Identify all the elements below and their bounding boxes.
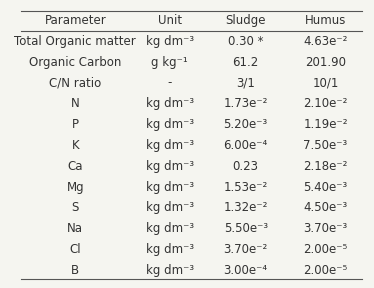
Text: 3.00e⁻⁴: 3.00e⁻⁴ bbox=[224, 264, 268, 277]
Text: K: K bbox=[71, 139, 79, 152]
Text: Cl: Cl bbox=[70, 243, 81, 256]
Text: 10/1: 10/1 bbox=[312, 76, 339, 89]
Text: Organic Carbon: Organic Carbon bbox=[29, 56, 122, 69]
Text: 3.70e⁻²: 3.70e⁻² bbox=[224, 243, 268, 256]
Text: Sludge: Sludge bbox=[226, 14, 266, 27]
Text: C/N ratio: C/N ratio bbox=[49, 76, 101, 89]
Text: 5.50e⁻³: 5.50e⁻³ bbox=[224, 222, 268, 235]
Text: kg dm⁻³: kg dm⁻³ bbox=[145, 222, 194, 235]
Text: kg dm⁻³: kg dm⁻³ bbox=[145, 35, 194, 48]
Text: 201.90: 201.90 bbox=[305, 56, 346, 69]
Text: 3/1: 3/1 bbox=[236, 76, 255, 89]
Text: kg dm⁻³: kg dm⁻³ bbox=[145, 243, 194, 256]
Text: -: - bbox=[168, 76, 172, 89]
Text: 6.00e⁻⁴: 6.00e⁻⁴ bbox=[224, 139, 268, 152]
Text: P: P bbox=[72, 118, 79, 131]
Text: 1.53e⁻²: 1.53e⁻² bbox=[224, 181, 268, 194]
Text: 5.20e⁻³: 5.20e⁻³ bbox=[224, 118, 268, 131]
Text: 3.70e⁻³: 3.70e⁻³ bbox=[303, 222, 347, 235]
Text: B: B bbox=[71, 264, 79, 277]
Text: Humus: Humus bbox=[305, 14, 346, 27]
Text: N: N bbox=[71, 97, 80, 110]
Text: 2.18e⁻²: 2.18e⁻² bbox=[303, 160, 348, 173]
Text: 5.40e⁻³: 5.40e⁻³ bbox=[303, 181, 347, 194]
Text: 1.19e⁻²: 1.19e⁻² bbox=[303, 118, 348, 131]
Text: 0.30 *: 0.30 * bbox=[228, 35, 263, 48]
Text: S: S bbox=[72, 201, 79, 215]
Text: 2.00e⁻⁵: 2.00e⁻⁵ bbox=[303, 243, 347, 256]
Text: Parameter: Parameter bbox=[45, 14, 106, 27]
Text: 7.50e⁻³: 7.50e⁻³ bbox=[303, 139, 347, 152]
Text: 0.23: 0.23 bbox=[233, 160, 259, 173]
Text: kg dm⁻³: kg dm⁻³ bbox=[145, 160, 194, 173]
Text: kg dm⁻³: kg dm⁻³ bbox=[145, 97, 194, 110]
Text: 61.2: 61.2 bbox=[233, 56, 259, 69]
Text: Na: Na bbox=[67, 222, 83, 235]
Text: kg dm⁻³: kg dm⁻³ bbox=[145, 201, 194, 215]
Text: 1.73e⁻²: 1.73e⁻² bbox=[224, 97, 268, 110]
Text: 4.63e⁻²: 4.63e⁻² bbox=[303, 35, 348, 48]
Text: 1.32e⁻²: 1.32e⁻² bbox=[224, 201, 268, 215]
Text: Total Organic matter: Total Organic matter bbox=[15, 35, 136, 48]
Text: 2.10e⁻²: 2.10e⁻² bbox=[303, 97, 348, 110]
Text: kg dm⁻³: kg dm⁻³ bbox=[145, 118, 194, 131]
Text: kg dm⁻³: kg dm⁻³ bbox=[145, 181, 194, 194]
Text: Unit: Unit bbox=[157, 14, 182, 27]
Text: Ca: Ca bbox=[68, 160, 83, 173]
Text: 2.00e⁻⁵: 2.00e⁻⁵ bbox=[303, 264, 347, 277]
Text: g kg⁻¹: g kg⁻¹ bbox=[151, 56, 188, 69]
Text: Mg: Mg bbox=[67, 181, 84, 194]
Text: kg dm⁻³: kg dm⁻³ bbox=[145, 264, 194, 277]
Text: 4.50e⁻³: 4.50e⁻³ bbox=[303, 201, 347, 215]
Text: kg dm⁻³: kg dm⁻³ bbox=[145, 139, 194, 152]
